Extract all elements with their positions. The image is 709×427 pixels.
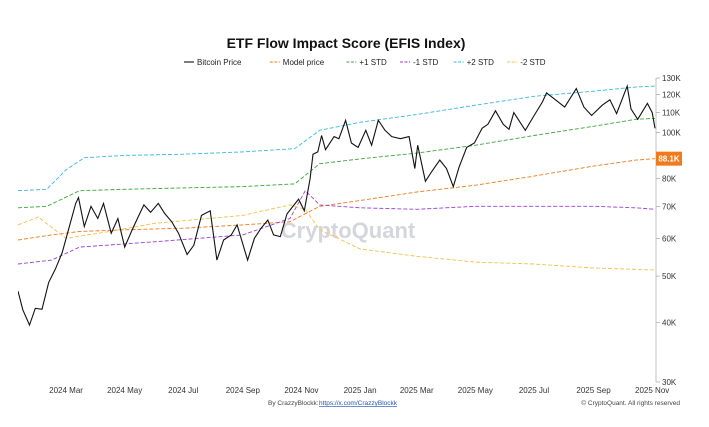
series-line-minus-2-std	[18, 204, 656, 271]
x-tick-label: 2025 Mar	[400, 386, 434, 395]
x-tick-label: 2025 Sep	[576, 386, 611, 395]
x-tick-label: 2025 Nov	[635, 386, 669, 395]
x-tick-label: 2024 May	[107, 386, 142, 395]
x-tick-label: 2024 Mar	[49, 386, 83, 395]
y-tick-label: 130K	[662, 74, 681, 83]
x-tick-label: 2025 May	[458, 386, 493, 395]
current-value-badge: 88.1K	[656, 151, 682, 166]
legend-label: -1 STD	[413, 58, 439, 67]
x-axis: 2024 Mar 2024 May 2024 Jul 2024 Sep 2024 Nov…	[49, 386, 669, 395]
footer-copyright: © CryptoQuant. All rights reserved	[581, 399, 680, 407]
current-value-label: 88.1K	[658, 155, 680, 164]
current-value-badge-bg	[656, 151, 682, 166]
x-tick-label: 2024 Jul	[168, 386, 198, 395]
legend-label: +1 STD	[359, 58, 387, 67]
y-tick-label: 110K	[662, 109, 681, 118]
legend-item-plusminus-1-std[interactable]: +1 STD	[346, 58, 387, 67]
series-line-plusminus-2-std	[18, 85, 656, 192]
legend-item-minus-2-std[interactable]: -2 STD	[507, 58, 546, 67]
y-tick-label: 50K	[662, 272, 677, 281]
legend-label: +2 STD	[467, 58, 495, 67]
chart-title: ETF Flow Impact Score (EFIS Index)	[227, 35, 466, 51]
watermark: CryptoQuant	[281, 218, 416, 243]
series-line-bitcoin-price	[18, 84, 656, 327]
legend-label: -2 STD	[520, 58, 546, 67]
series-line-plusminus-1-std	[18, 117, 656, 209]
y-tick-label: 30K	[662, 378, 677, 387]
legend-item-bitcoin-price[interactable]: Bitcoin Price	[184, 58, 242, 67]
legend-label: Bitcoin Price	[197, 58, 242, 67]
y-tick-label: 80K	[662, 175, 677, 184]
footer-author-link[interactable]: https://x.com/CrazzyBlockk	[319, 400, 398, 407]
x-tick-label: 2025 Jan	[344, 386, 377, 395]
y-tick-label: 40K	[662, 318, 677, 327]
footer-author-prefix: By CrazzyBlockk:	[268, 400, 319, 407]
legend-item-plusminus-2-std[interactable]: +2 STD	[453, 58, 495, 67]
y-tick-label: 60K	[662, 234, 677, 243]
legend-item-model-price[interactable]: Model price	[269, 58, 325, 67]
y-axis: 130K 120K 110K 100K 80K 70K 60K 50K 40K 30K	[656, 74, 681, 387]
y-tick-label: 70K	[662, 202, 677, 211]
series-line-model-price	[18, 158, 656, 241]
chart-legend: Bitcoin Price Model price +1 STD -1 STD +2 S…	[184, 58, 546, 67]
y-tick-label: 100K	[662, 128, 681, 137]
x-tick-label: 2024 Sep	[226, 386, 261, 395]
y-tick-label: 120K	[662, 91, 681, 100]
legend-item-minus-1-std[interactable]: -1 STD	[400, 58, 439, 67]
x-tick-label: 2025 Jul	[519, 386, 549, 395]
x-tick-label: 2024 Nov	[284, 386, 318, 395]
legend-label: Model price	[283, 58, 325, 67]
series-line-minus-1-std	[18, 189, 656, 265]
